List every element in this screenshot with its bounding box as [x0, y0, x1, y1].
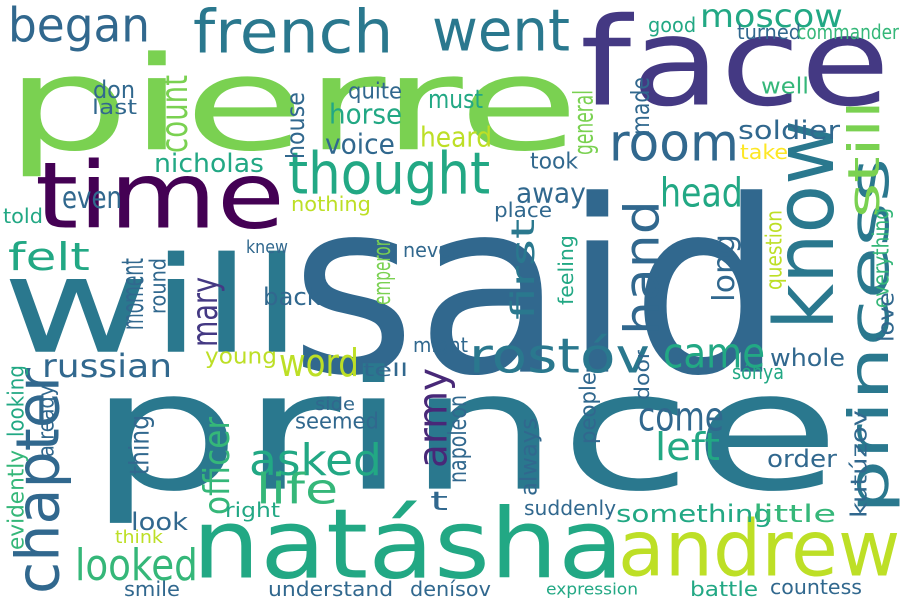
word-look: look	[131, 507, 189, 536]
word-kutuzov: kutúzov	[846, 410, 872, 518]
word-understand: understand	[268, 577, 394, 600]
word-feeling: feeling	[554, 235, 578, 305]
word-right: right	[225, 498, 280, 522]
word-andrew: andrew	[618, 502, 900, 595]
word-knew: knew	[246, 236, 288, 258]
word-house: house	[280, 92, 310, 159]
word-denisov: denísov	[410, 577, 491, 600]
word-last: last	[92, 95, 138, 119]
word-come: come	[638, 393, 725, 441]
word-russian: russian	[42, 347, 173, 385]
word-french: french	[193, 0, 394, 67]
word-good: good	[648, 13, 697, 37]
word-went: went	[432, 0, 570, 65]
word-whole: whole	[770, 343, 845, 372]
word-will: will	[2, 228, 303, 384]
word-first: first	[504, 218, 542, 320]
word-rostov: rostóv	[469, 327, 650, 384]
word-moment: moment	[115, 257, 151, 330]
word-t: t	[430, 485, 449, 517]
word-sonya: sónya	[732, 360, 785, 384]
word-looked: looked	[75, 539, 198, 591]
word-love: love	[873, 292, 899, 342]
word-count: count	[152, 74, 196, 153]
word-natasha: natásha	[192, 488, 624, 600]
word-something: something	[616, 499, 773, 528]
word-side: side	[315, 393, 355, 415]
word-place: place	[494, 198, 553, 222]
word-general: general	[567, 89, 600, 155]
word-tell: tell	[363, 359, 409, 381]
word-commander: commander	[797, 20, 899, 44]
word-countess: countess	[770, 575, 862, 599]
word-people: people	[575, 372, 601, 444]
word-don: don	[93, 75, 136, 104]
word-made: made	[625, 77, 655, 135]
word-mary: mary	[183, 277, 226, 347]
word-left: left	[655, 424, 720, 470]
word-well: well	[761, 73, 809, 99]
word-never: never	[403, 238, 458, 262]
word-question: question	[761, 209, 787, 290]
word-suddenly: suddenly	[524, 496, 617, 520]
word-word: word	[279, 340, 359, 386]
word-nothing: nothing	[291, 192, 371, 216]
word-face: face	[580, 0, 890, 134]
word-life: life	[256, 464, 339, 514]
word-smile: smile	[124, 577, 180, 600]
word-felt: felt	[8, 234, 90, 280]
word-head: head	[660, 169, 743, 217]
word-long: long	[706, 234, 742, 302]
word-quite: quite	[348, 78, 403, 104]
word-expression: expression	[546, 579, 639, 599]
word-emperor: emperor	[367, 239, 396, 305]
word-even: even	[62, 180, 122, 216]
word-soldier: soldier	[738, 114, 840, 146]
word-seemed: seemed	[295, 408, 379, 434]
word-looking: looking	[3, 365, 29, 437]
word-young: young	[205, 343, 277, 369]
word-must: must	[428, 83, 484, 115]
word-nicholas: nicholas	[154, 147, 264, 179]
word-think: think	[115, 526, 163, 548]
word-asked: asked	[249, 434, 382, 486]
word-thing: thing	[123, 414, 156, 475]
word-prince: prince	[88, 335, 841, 529]
word-little: little	[753, 499, 837, 528]
word-evidently: evidently	[3, 449, 29, 550]
word-moscow: moscow	[700, 0, 843, 35]
word-still: still	[838, 100, 890, 218]
word-take: take	[740, 140, 789, 164]
word-heard: heard	[420, 120, 493, 154]
word-told: told	[3, 204, 43, 228]
word-voice: voice	[325, 127, 395, 161]
word-order: order	[767, 444, 837, 473]
word-horse: horse	[329, 97, 403, 131]
word-back: back	[263, 282, 321, 311]
word-time: time	[35, 141, 285, 250]
word-hand: hand	[613, 200, 670, 335]
word-room: room	[609, 112, 739, 174]
word-door: door	[630, 350, 654, 400]
word-might: might	[413, 333, 469, 357]
word-napoleon: napoleon	[442, 394, 472, 483]
word-turned: turned	[737, 20, 802, 44]
word-said: said	[290, 148, 785, 430]
word-took: took	[530, 148, 579, 174]
word-always: always	[514, 417, 542, 496]
word-pierre: pierre	[5, 28, 580, 181]
word-came: came	[663, 328, 766, 378]
word-away: away	[516, 176, 586, 210]
word-battle: battle	[690, 577, 759, 600]
word-round: round	[145, 257, 171, 314]
word-already: already	[33, 384, 59, 457]
word-thought: thought	[288, 139, 491, 208]
word-began: began	[8, 0, 151, 53]
